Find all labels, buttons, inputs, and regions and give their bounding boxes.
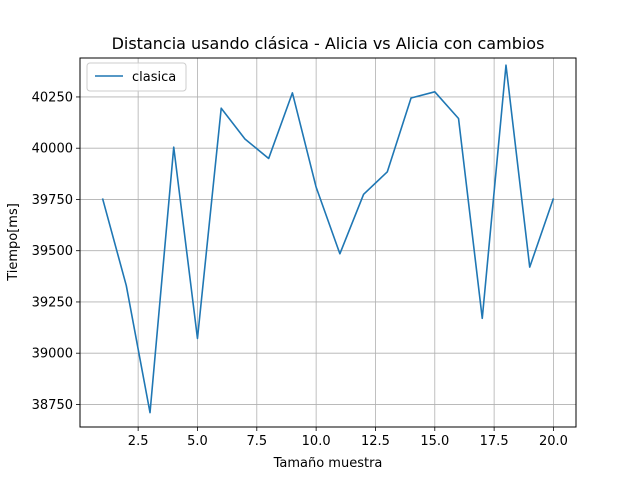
data-point xyxy=(434,91,435,92)
x-tick-label: 5.0 xyxy=(187,434,208,449)
y-tick-label: 40000 xyxy=(32,142,73,157)
legend-label: clasica xyxy=(132,70,176,85)
x-tick-label: 20.0 xyxy=(539,434,568,449)
x-tick-label: 17.5 xyxy=(480,434,509,449)
data-point xyxy=(410,97,411,98)
data-point xyxy=(387,171,388,172)
series-layer xyxy=(101,64,555,414)
data-point xyxy=(529,267,530,268)
x-tick-label: 10.0 xyxy=(302,434,331,449)
y-tick-label: 40250 xyxy=(32,90,73,105)
x-tick-label: 15.0 xyxy=(420,434,449,449)
chart-title: Distancia usando clásica - Alicia vs Ali… xyxy=(112,34,545,53)
data-point xyxy=(339,253,340,254)
data-point xyxy=(316,187,317,188)
data-point xyxy=(505,65,506,66)
data-point xyxy=(482,318,483,319)
y-tick-label: 39000 xyxy=(32,347,73,362)
data-point xyxy=(268,158,269,159)
series-line-clasica xyxy=(101,64,555,414)
data-point xyxy=(197,338,198,339)
data-point xyxy=(553,198,554,199)
ticks: 2.5 5.0 7.5 10.0 12.5 15.0 17.5 20.0 38750 39000 3… xyxy=(32,90,568,449)
x-tick-label: 7.5 xyxy=(246,434,267,449)
data-point xyxy=(221,108,222,109)
x-tick-label: 2.5 xyxy=(128,434,149,449)
y-tick-label: 38750 xyxy=(32,398,73,413)
y-tick-label: 39500 xyxy=(32,244,73,259)
y-tick-label: 39750 xyxy=(32,193,73,208)
legend: clasica xyxy=(86,62,187,92)
data-point xyxy=(149,412,150,413)
data-point xyxy=(173,147,174,148)
legend-box xyxy=(86,62,187,92)
y-axis-label: Tiempo[ms] xyxy=(6,203,21,282)
data-point xyxy=(102,198,103,199)
data-point xyxy=(292,92,293,93)
data-point xyxy=(458,118,459,119)
data-point xyxy=(244,138,245,139)
plot-frame xyxy=(79,57,577,428)
x-tick-label: 12.5 xyxy=(361,434,390,449)
data-point xyxy=(363,194,364,195)
y-tick-label: 39250 xyxy=(32,295,73,310)
data-point xyxy=(126,285,127,286)
x-axis-label: Tamaño muestra xyxy=(273,456,383,471)
